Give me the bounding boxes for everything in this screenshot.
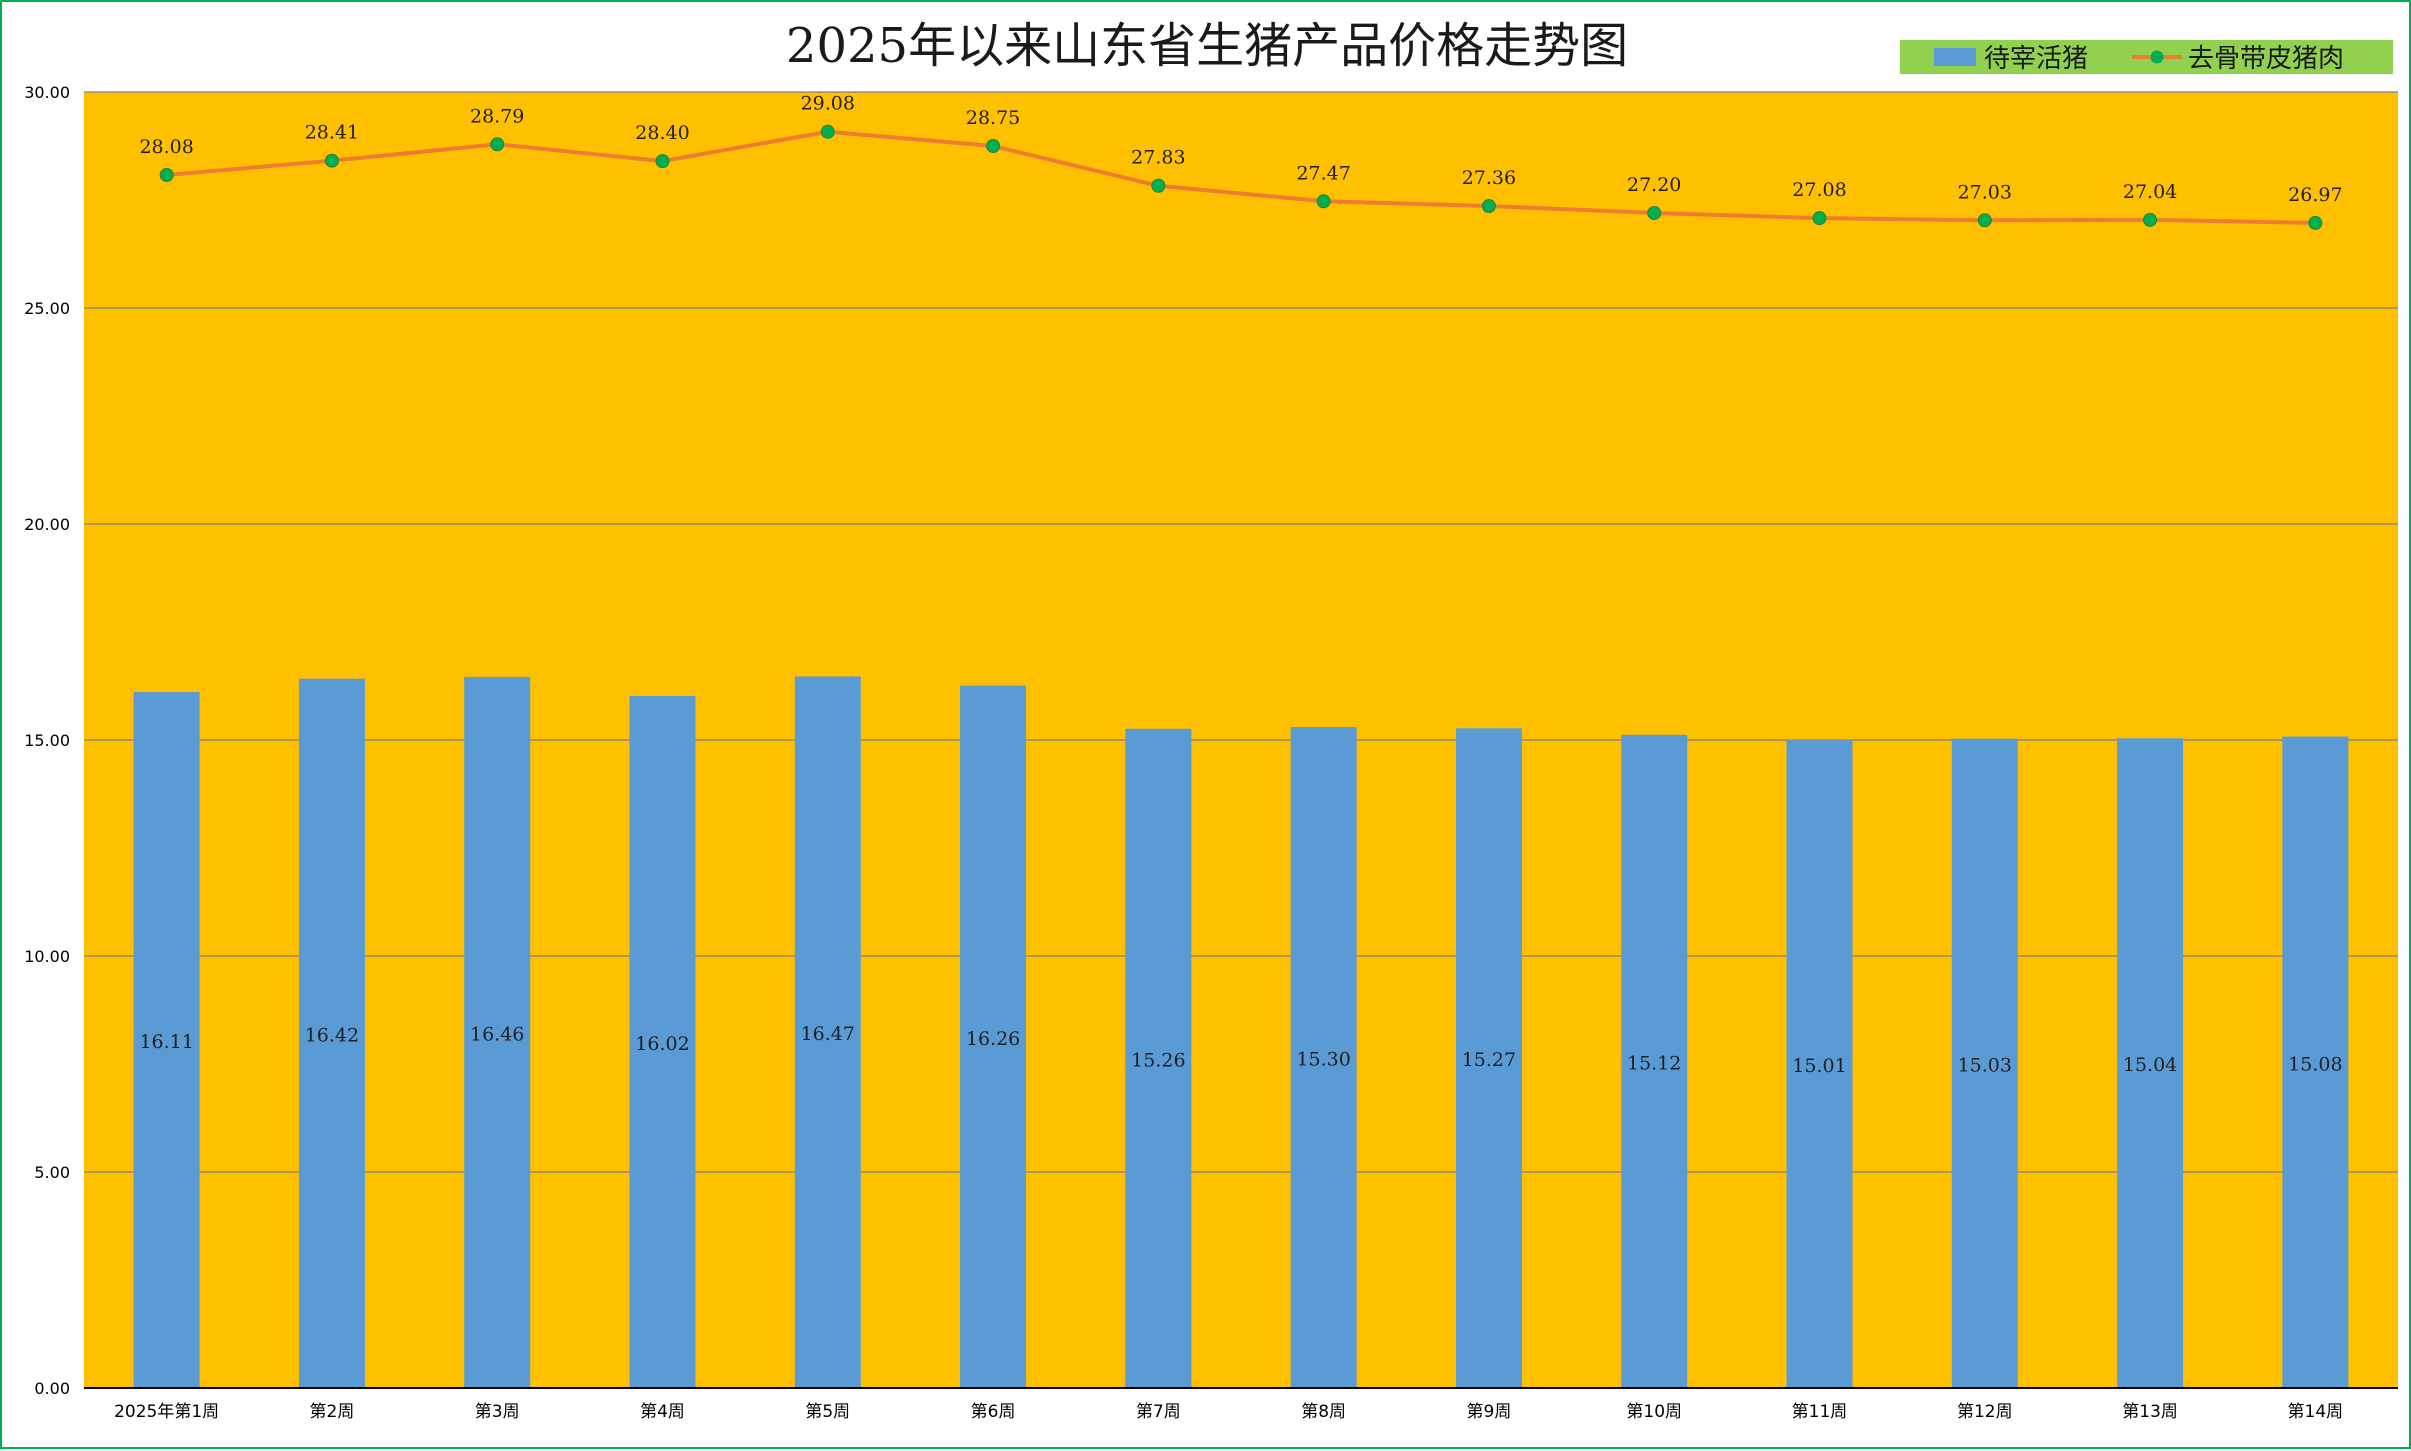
bar [1621,734,1688,1388]
line-data-label: 27.04 [2123,181,2177,203]
y-tick-label: 5.00 [34,1163,70,1182]
y-axis: 0.00 5.00 10.00 15.00 20.00 25.00 30.00 [24,83,70,1398]
line-data-label: 27.83 [1131,147,1185,169]
bar [298,678,365,1388]
line-data-label: 27.36 [1462,167,1516,189]
y-tick-label: 15.00 [24,731,70,750]
bar [133,692,200,1388]
bar-data-label: 15.12 [1627,1052,1681,1074]
line-data-label: 27.47 [1296,162,1350,184]
line-point [324,153,339,168]
x-tick-label: 第13周 [2122,1402,2178,1422]
x-tick-label: 第14周 [2288,1402,2344,1422]
line-point [1977,213,1992,228]
x-tick-label: 第11周 [1792,1402,1848,1422]
legend-bar-label: 待宰活猪 [1984,44,2088,74]
x-tick-label: 第7周 [1136,1402,1181,1422]
x-tick-label: 2025年第1周 [114,1402,219,1422]
bar [2117,738,2184,1388]
x-tick-label: 第3周 [475,1402,520,1422]
line-point [1647,205,1662,220]
bar [1455,728,1522,1388]
x-tick-label: 第5周 [805,1402,850,1422]
legend: 待宰活猪 去骨带皮猪肉 [1900,40,2393,74]
bar [629,695,696,1388]
bar-data-label: 15.26 [1131,1049,1185,1071]
line-point [820,124,835,139]
bar-data-label: 15.01 [1792,1055,1846,1077]
bar [1125,728,1192,1388]
bar [794,676,861,1388]
line-point [1812,211,1827,226]
x-tick-label: 第9周 [1467,1402,1512,1422]
line-data-label: 28.40 [635,122,689,144]
line-data-label: 28.41 [305,122,359,144]
legend-bar-swatch [1934,48,1976,66]
line-point [490,137,505,152]
x-tick-label: 第8周 [1301,1402,1346,1422]
bar-data-label: 16.02 [635,1033,689,1055]
bar-data-label: 15.08 [2288,1053,2342,1075]
x-tick-label: 第2周 [310,1402,355,1422]
bar-data-label: 16.42 [305,1024,359,1046]
bar-data-label: 15.27 [1462,1049,1516,1071]
line-data-label: 28.79 [470,105,524,127]
line-series: 28.08 28.41 28.79 28.40 29.08 28.75 27.83 27.47… [139,93,2343,230]
line-data-label: 27.08 [1792,179,1846,201]
bar [1786,739,1853,1388]
line-data-label: 29.08 [801,93,855,115]
legend-line-marker [2150,50,2164,64]
line-point [2308,215,2323,230]
line-data-label: 27.03 [1958,181,2012,203]
bar-data-label: 16.26 [966,1028,1020,1050]
line-point [1151,178,1166,193]
bar-data-label: 15.04 [2123,1054,2177,1076]
x-axis: 2025年第1周 第2周 第3周 第4周 第5周 第6周 第7周 第8周 第9周 第10周 第11周… [84,1387,2398,1422]
line-point [655,154,670,169]
line-point [1316,194,1331,209]
bar-data-label: 16.46 [470,1023,524,1045]
x-tick-label: 第4周 [640,1402,685,1422]
bar-data-label: 15.03 [1958,1054,2012,1076]
line-data-label: 27.20 [1627,174,1681,196]
line-data-label: 28.75 [966,107,1020,129]
line-point [159,167,174,182]
y-tick-label: 20.00 [24,515,70,534]
y-tick-label: 0.00 [34,1379,70,1398]
line-point [986,139,1001,153]
line-data-label: 26.97 [2288,184,2342,206]
y-tick-label: 30.00 [24,83,70,102]
bar [2282,736,2349,1388]
line-point [1481,199,1496,214]
bar [464,676,531,1388]
bar [1290,727,1357,1388]
bar-data-label: 15.30 [1296,1049,1350,1071]
legend-line-label: 去骨带皮猪肉 [2188,44,2344,74]
x-tick-label: 第10周 [1626,1402,1682,1422]
bar-data-labels: 16.11 16.42 16.46 16.02 16.47 16.26 15.26 15.30… [139,1023,2342,1077]
bar-data-label: 16.47 [801,1023,855,1045]
x-tick-label: 第6周 [971,1402,1016,1422]
y-tick-label: 10.00 [24,947,70,966]
chart-title: 2025年以来山东省生猪产品价格走势图 [786,18,1628,74]
x-tick-label: 第12周 [1957,1402,2013,1422]
line-point [2143,212,2158,227]
line-series-path [166,129,2316,225]
bar [1951,738,2018,1388]
bar-data-label: 16.11 [139,1031,193,1053]
y-tick-label: 25.00 [24,299,70,318]
bar-series [133,676,2349,1388]
line-data-label: 28.08 [139,136,193,158]
bar [960,685,1027,1388]
